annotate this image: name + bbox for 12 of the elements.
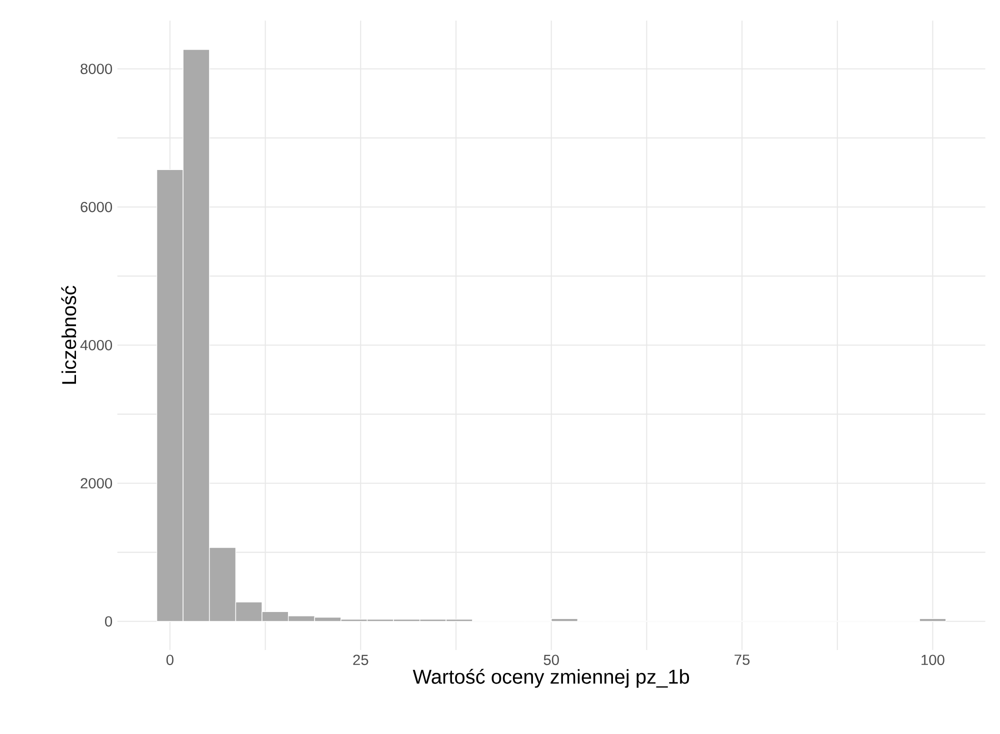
y-tick-label: 0 (105, 616, 112, 627)
x-tick-label: 50 (544, 654, 559, 666)
y-tick-label: 6000 (80, 202, 112, 212)
x-tick-label: 0 (166, 654, 174, 666)
y-tick-label: 4000 (80, 340, 112, 350)
x-tick-label: 100 (922, 654, 944, 666)
y-tick-label: 8000 (80, 64, 112, 74)
x-axis-title: Wartość oceny zmiennej pz_1b (412, 668, 690, 688)
y-tick-label: 2000 (80, 478, 112, 488)
x-tick-label: 75 (734, 654, 750, 665)
y-axis-title: Liczebność (61, 286, 76, 384)
x-tick-label: 25 (353, 654, 368, 666)
